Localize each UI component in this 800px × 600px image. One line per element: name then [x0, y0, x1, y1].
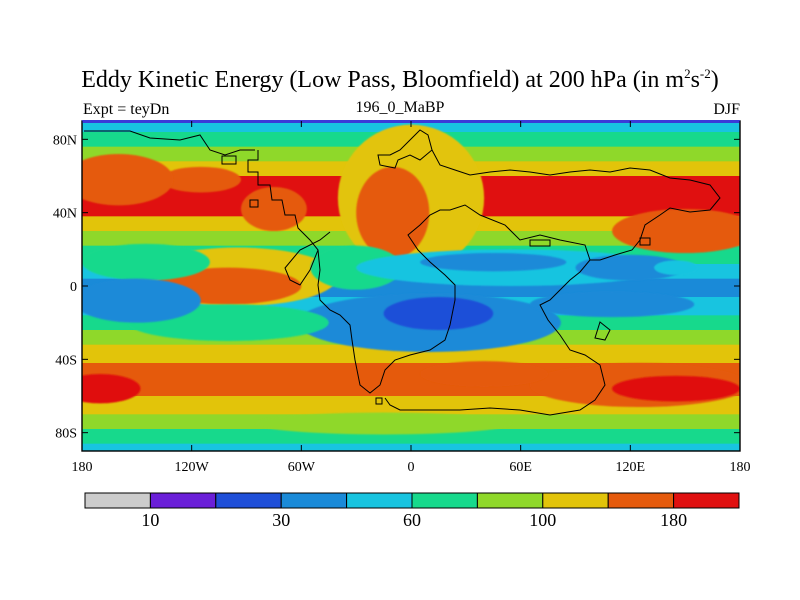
y-tick-label: 40S [55, 353, 77, 368]
field-blob-20 [82, 374, 141, 404]
field-blob-4 [612, 209, 740, 253]
field-blob-19 [612, 375, 740, 402]
colorbar-label: 60 [403, 510, 421, 530]
field-blob-14 [529, 291, 695, 318]
field-blob-10 [575, 254, 686, 281]
colorbar-swatch-3 [280, 492, 348, 509]
axes: 180 120W 60W 0 60E 120E 180 80N 40N 0 40S 80S [53, 121, 751, 475]
field-blob-21 [420, 361, 549, 387]
run-id-label: 196_0_MaBP [355, 99, 445, 116]
colorbar-label: 100 [529, 510, 556, 530]
coastline-segment-5 [84, 130, 255, 156]
contour-field [82, 121, 740, 451]
colorbar-swatch-6 [476, 492, 544, 509]
colorbar-swatch-4 [346, 492, 413, 509]
field-blob-13 [383, 297, 494, 330]
coastline-segment-9 [529, 239, 551, 247]
colorbar-swatch-7 [542, 492, 609, 509]
coastline-segment-7 [375, 397, 383, 405]
coastline-segment-6 [221, 155, 237, 165]
y-tick-label: 80S [55, 427, 77, 442]
field-blob-3 [241, 187, 307, 231]
y-tick-label: 40N [53, 207, 77, 222]
season-label: DJF [713, 101, 740, 118]
colorbar-swatch-0 [84, 492, 151, 509]
coastline [84, 129, 721, 416]
x-tick-label: 120E [616, 460, 646, 475]
x-tick-label: 120W [175, 460, 210, 475]
chart-title: Eddy Kinetic Energy (Low Pass, Bloomfiel… [81, 66, 719, 93]
field-band-13 [82, 344, 740, 364]
experiment-label: Expt = teyDn [83, 101, 170, 118]
colorbar-swatch-1 [149, 492, 217, 509]
field-blob-11 [654, 260, 698, 275]
x-tick-label: 180 [72, 460, 93, 475]
field-blob-23 [255, 412, 512, 435]
coastline-segment-1 [284, 231, 331, 286]
field-blob-22 [82, 154, 174, 206]
colorbar-swatch-2 [215, 492, 282, 509]
coastline-segment-4 [594, 321, 611, 341]
colorbar-swatch-5 [411, 492, 478, 509]
coastline-segment-3 [431, 149, 721, 261]
coastline-segment-8 [249, 199, 259, 208]
colorbar-swatch-9 [673, 492, 740, 509]
field-band-17 [82, 429, 740, 445]
y-tick-label: 80N [53, 133, 77, 148]
y-tick-label: 0 [70, 280, 77, 295]
x-tick-label: 60W [288, 460, 316, 475]
x-tick-label: 0 [408, 460, 415, 475]
coastline-segment-10 [639, 237, 651, 246]
x-tick-label: 180 [730, 460, 751, 475]
colorbar-label: 10 [141, 510, 159, 530]
field-blob-16 [82, 243, 210, 281]
field-blob-2 [160, 166, 242, 193]
field-blob-17 [82, 278, 201, 323]
x-tick-label: 60E [509, 460, 532, 475]
field-blob-9 [420, 252, 567, 272]
colorbar-swatch-8 [607, 492, 675, 509]
colorbar-label: 30 [272, 510, 290, 530]
colorbar-label: 180 [660, 510, 687, 530]
colorbar: 10 30 60 100 180 [84, 492, 740, 530]
coastline-segment-0 [247, 150, 606, 416]
field-blob-1 [356, 166, 430, 259]
